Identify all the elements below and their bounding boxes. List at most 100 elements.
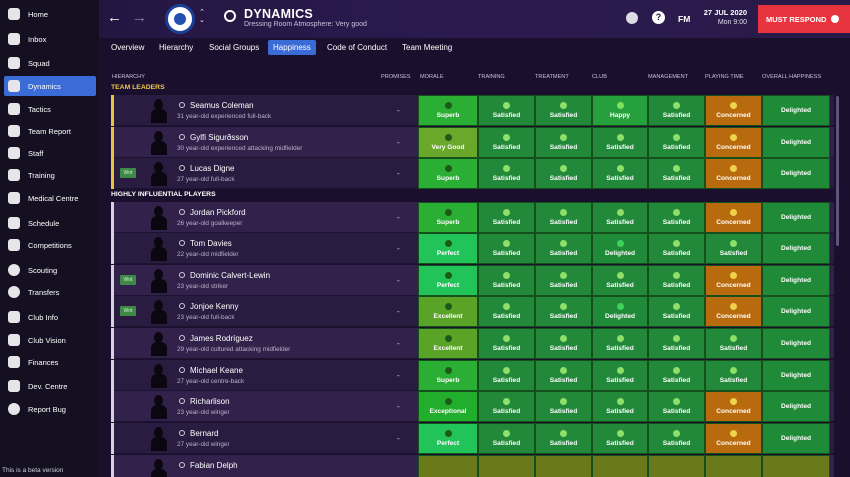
playing-time-cell[interactable]: Satisfied <box>705 360 762 391</box>
player-name[interactable]: Michael Keane <box>190 366 243 375</box>
player-name[interactable]: Bernard <box>190 429 219 438</box>
treatment-cell[interactable]: Satisfied <box>535 202 592 233</box>
player-name[interactable]: Jonjoe Kenny <box>190 302 239 311</box>
treatment-cell[interactable]: Satisfied <box>535 127 592 158</box>
club-cell[interactable] <box>592 455 648 477</box>
morale-cell[interactable]: Superb <box>418 158 478 189</box>
management-cell[interactable]: Satisfied <box>648 296 705 327</box>
club-cell[interactable]: Delighted <box>592 233 648 264</box>
column-header-treatment[interactable]: TREATMENT <box>535 74 569 80</box>
overall-cell[interactable]: Delighted <box>762 95 830 126</box>
training-cell[interactable]: Satisfied <box>478 233 535 264</box>
table-row[interactable]: Michael Keane 27 year-old centre-back - Sup… <box>111 360 834 391</box>
training-cell[interactable]: Satisfied <box>478 328 535 359</box>
treatment-cell[interactable]: Satisfied <box>535 423 592 454</box>
management-cell[interactable]: Satisfied <box>648 360 705 391</box>
playing-time-cell[interactable]: Satisfied <box>705 328 762 359</box>
treatment-cell[interactable]: Satisfied <box>535 328 592 359</box>
club-cell[interactable]: Satisfied <box>592 127 648 158</box>
column-header-hierarchy[interactable]: HIERARCHY <box>112 74 145 80</box>
training-cell[interactable]: Satisfied <box>478 127 535 158</box>
playing-time-cell[interactable]: Concerned <box>705 95 762 126</box>
treatment-cell[interactable] <box>535 455 592 477</box>
training-cell[interactable]: Satisfied <box>478 265 535 296</box>
table-scrollbar[interactable] <box>836 96 839 246</box>
table-row[interactable]: Richarlison 23 year-old winger - Exceptiona… <box>111 391 834 422</box>
morale-cell[interactable] <box>418 455 478 477</box>
club-cell[interactable]: Delighted <box>592 296 648 327</box>
back-arrow-icon[interactable]: ← <box>107 9 122 26</box>
sidebar-item-schedule[interactable]: Schedule <box>4 213 96 233</box>
table-row[interactable]: Seamus Coleman 31 year-old experienced fu… <box>111 95 834 126</box>
table-row[interactable]: Fabian Delph <box>111 455 834 477</box>
training-cell[interactable]: Satisfied <box>478 391 535 422</box>
overall-cell[interactable]: Delighted <box>762 233 830 264</box>
playing-time-cell[interactable]: Concerned <box>705 265 762 296</box>
tab-overview[interactable]: Overview <box>111 43 145 52</box>
playing-time-cell[interactable]: Concerned <box>705 202 762 233</box>
playing-time-cell[interactable]: Concerned <box>705 158 762 189</box>
tab-happiness[interactable]: Happiness <box>268 40 316 55</box>
table-row[interactable]: James Rodríguez 29 year-old cultured atta… <box>111 328 834 359</box>
club-cell[interactable]: Satisfied <box>592 328 648 359</box>
club-switch-chevron-icon[interactable]: ⌃ ⌄ <box>199 9 205 24</box>
overall-cell[interactable]: Delighted <box>762 158 830 189</box>
training-cell[interactable]: Satisfied <box>478 202 535 233</box>
must-respond-button[interactable]: MUST RESPOND <box>758 5 850 33</box>
training-cell[interactable]: Satisfied <box>478 158 535 189</box>
sidebar-item-scouting[interactable]: Scouting <box>4 260 96 280</box>
club-cell[interactable]: Satisfied <box>592 423 648 454</box>
treatment-cell[interactable]: Satisfied <box>535 158 592 189</box>
training-cell[interactable] <box>478 455 535 477</box>
morale-cell[interactable]: Perfect <box>418 233 478 264</box>
fm-logo[interactable]: FM <box>678 14 691 24</box>
morale-cell[interactable]: Superb <box>418 95 478 126</box>
overall-cell[interactable] <box>762 455 830 477</box>
overall-cell[interactable]: Delighted <box>762 296 830 327</box>
morale-cell[interactable]: Superb <box>418 202 478 233</box>
treatment-cell[interactable]: Satisfied <box>535 391 592 422</box>
alien-icon[interactable] <box>626 12 638 24</box>
player-name[interactable]: Dominic Calvert-Lewin <box>190 271 271 280</box>
management-cell[interactable]: Satisfied <box>648 95 705 126</box>
treatment-cell[interactable]: Satisfied <box>535 296 592 327</box>
player-name[interactable]: Seamus Coleman <box>190 101 254 110</box>
training-cell[interactable]: Satisfied <box>478 423 535 454</box>
training-cell[interactable]: Satisfied <box>478 360 535 391</box>
forward-arrow-icon[interactable]: → <box>132 9 147 26</box>
club-cell[interactable]: Satisfied <box>592 391 648 422</box>
playing-time-cell[interactable]: Concerned <box>705 391 762 422</box>
treatment-cell[interactable]: Satisfied <box>535 265 592 296</box>
management-cell[interactable]: Satisfied <box>648 391 705 422</box>
tab-hierarchy[interactable]: Hierarchy <box>159 43 194 52</box>
management-cell[interactable]: Satisfied <box>648 127 705 158</box>
morale-cell[interactable]: Excellent <box>418 328 478 359</box>
overall-cell[interactable]: Delighted <box>762 391 830 422</box>
player-name[interactable]: James Rodríguez <box>190 334 253 343</box>
sidebar-item-dev-centre[interactable]: Dev. Centre <box>4 376 96 396</box>
playing-time-cell[interactable] <box>705 455 762 477</box>
training-cell[interactable]: Satisfied <box>478 95 535 126</box>
sidebar-item-medical-centre[interactable]: Medical Centre <box>4 188 96 208</box>
club-cell[interactable]: Satisfied <box>592 202 648 233</box>
management-cell[interactable]: Satisfied <box>648 202 705 233</box>
table-row[interactable]: Wnt Dominic Calvert-Lewin 23 year-old stri… <box>111 265 834 296</box>
club-cell[interactable]: Satisfied <box>592 265 648 296</box>
morale-cell[interactable]: Exceptional <box>418 391 478 422</box>
management-cell[interactable] <box>648 455 705 477</box>
column-header-playing-time[interactable]: PLAYING TIME <box>705 74 744 80</box>
club-badge-icon[interactable] <box>165 4 195 34</box>
management-cell[interactable]: Satisfied <box>648 233 705 264</box>
playing-time-cell[interactable]: Satisfied <box>705 233 762 264</box>
sidebar-item-inbox[interactable]: Inbox <box>4 29 96 49</box>
overall-cell[interactable]: Delighted <box>762 328 830 359</box>
sidebar-item-finances[interactable]: Finances <box>4 352 96 372</box>
playing-time-cell[interactable]: Concerned <box>705 423 762 454</box>
overall-cell[interactable]: Delighted <box>762 202 830 233</box>
table-row[interactable]: Bernard 27 year-old winger - Perfect Satisfi… <box>111 423 834 454</box>
sidebar-item-report-bug[interactable]: Report Bug <box>4 399 96 419</box>
management-cell[interactable]: Satisfied <box>648 158 705 189</box>
playing-time-cell[interactable]: Concerned <box>705 127 762 158</box>
club-cell[interactable]: Satisfied <box>592 360 648 391</box>
playing-time-cell[interactable]: Concerned <box>705 296 762 327</box>
